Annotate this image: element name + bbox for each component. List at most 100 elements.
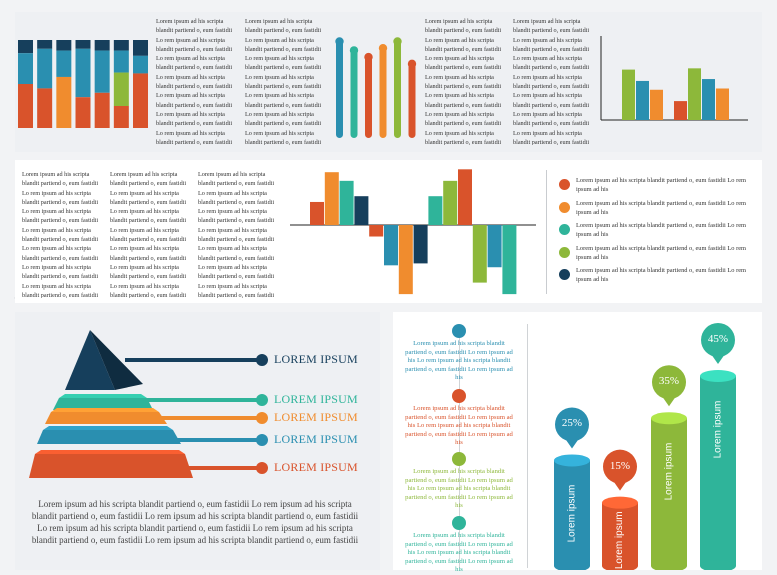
bar	[636, 80, 649, 120]
bar-segment	[56, 50, 72, 77]
pyramid-tier-top	[43, 426, 173, 430]
cylinder-body	[651, 418, 687, 566]
cylinder-label: Lorem ipsum	[566, 485, 578, 543]
bar-cap	[349, 46, 359, 55]
bar	[702, 79, 715, 120]
bar	[413, 225, 428, 264]
bar	[365, 55, 372, 139]
bar-segment	[18, 53, 33, 84]
bar	[472, 225, 487, 283]
cylinder-base	[602, 560, 638, 570]
bar-segment	[133, 40, 148, 56]
timeline-dot	[452, 324, 466, 338]
bar	[354, 196, 369, 225]
legend-text: Lorem ipsum ad his scripta blandit parti…	[576, 199, 747, 216]
bar-segment	[75, 48, 91, 98]
bar	[674, 101, 687, 120]
bar-segment	[75, 97, 91, 128]
bar	[650, 89, 663, 120]
pyramid-tier-top	[59, 394, 147, 398]
bar	[428, 196, 443, 225]
bar	[339, 180, 354, 225]
bar-segment	[113, 72, 129, 106]
bar-segment	[113, 106, 129, 128]
bar	[622, 69, 635, 120]
bar	[379, 46, 387, 138]
text-block-5: Lorem ipsum ad his scripta blandit parti…	[22, 171, 99, 298]
bar	[716, 88, 729, 120]
percent-label: 35%	[658, 375, 680, 388]
legend-dot	[559, 179, 570, 190]
pyramid-tier-top	[35, 450, 185, 454]
bar-segment	[18, 84, 33, 128]
grouped-bar-chart	[600, 36, 748, 121]
pyramid-label: LOREM IPSUM	[274, 460, 358, 474]
pyramid-tier	[37, 430, 181, 444]
legend-text: Lorem ipsum ad his scripta blandit parti…	[576, 177, 747, 193]
bar	[443, 180, 458, 225]
pyramid-label: LOREM IPSUM	[274, 410, 358, 424]
connector-dot	[256, 462, 268, 474]
cylinder-label: Lorem ipsum	[614, 511, 626, 570]
percent-label: 25%	[561, 417, 583, 430]
bar	[394, 39, 401, 138]
bar	[502, 225, 517, 295]
percent-pin-tip	[662, 396, 676, 407]
pyramid-diagram	[29, 330, 268, 478]
legend-text: Lorem ipsum ad his scripta blandit parti…	[576, 222, 747, 238]
connector-dot	[256, 394, 268, 406]
pyramid-label: LOREM IPSUM	[274, 352, 358, 366]
bar-segment	[37, 48, 53, 89]
legend-text: Lorem ipsum ad his scripta blandit parti…	[576, 244, 747, 261]
percent-label: 15%	[609, 459, 631, 472]
cylinder-base	[700, 560, 736, 570]
percent-label: 45%	[707, 333, 729, 345]
pyramid-label: LOREM IPSUM	[274, 432, 358, 446]
legend-dot	[559, 269, 570, 280]
pyramid-tier	[29, 454, 193, 478]
bar	[350, 48, 358, 138]
text-block-1: Lorem ipsum ad his scripta blandit parti…	[156, 18, 233, 145]
text-block-4: Lorem ipsum ad his scripta blandit parti…	[513, 18, 590, 145]
bar-segment	[18, 40, 33, 54]
cylinder-top	[700, 370, 736, 382]
connector-dot	[256, 412, 268, 424]
percent-pin	[701, 323, 735, 357]
bar	[487, 225, 502, 268]
bar-segment	[94, 50, 110, 93]
timeline-dot	[452, 452, 466, 466]
bar	[336, 39, 343, 138]
cylinder-body	[700, 376, 736, 566]
cylinder-top	[602, 496, 638, 509]
pyramid-apex	[65, 330, 115, 390]
bar-cap	[364, 52, 373, 62]
bar-segment	[94, 92, 110, 128]
cylinder-label: Lorem ipsum	[663, 442, 675, 501]
stacked-bar-chart	[18, 40, 148, 128]
bar	[369, 225, 384, 237]
timeline-text: Lorem ipsum ad his scripta blandit parti…	[405, 405, 513, 447]
text-block-2: Lorem ipsum ad his scripta blandit parti…	[245, 18, 322, 145]
pyramid-apex-side	[90, 330, 143, 390]
bar-segment	[75, 40, 91, 49]
bar	[458, 169, 472, 225]
legend-dot	[559, 224, 570, 235]
text-block-3: Lorem ipsum ad his scripta blandit parti…	[425, 18, 502, 145]
timeline-line	[459, 332, 460, 568]
legend-text: Lorem ipsum ad his scripta blandit parti…	[576, 267, 747, 283]
bottom-paragraph: Lorem ipsum ad his scripta blandit parti…	[31, 499, 359, 545]
bar	[310, 201, 324, 225]
bar-segment	[37, 40, 53, 49]
bar-segment	[133, 73, 148, 128]
rounded-bar-chart	[335, 37, 417, 139]
bar-segment	[37, 88, 53, 128]
bar-segment	[113, 50, 129, 73]
legend-divider	[546, 170, 547, 294]
timeline-text: Lorem ipsum ad his scripta blandit parti…	[405, 532, 513, 574]
pyramid-label: LOREM IPSUM	[274, 392, 358, 406]
timeline-text: Lorem ipsum ad his scripta blandit parti…	[405, 468, 513, 510]
bar-cap	[407, 59, 417, 69]
bar-segment	[56, 76, 72, 128]
bar	[688, 68, 701, 120]
bar-cap	[335, 37, 344, 46]
